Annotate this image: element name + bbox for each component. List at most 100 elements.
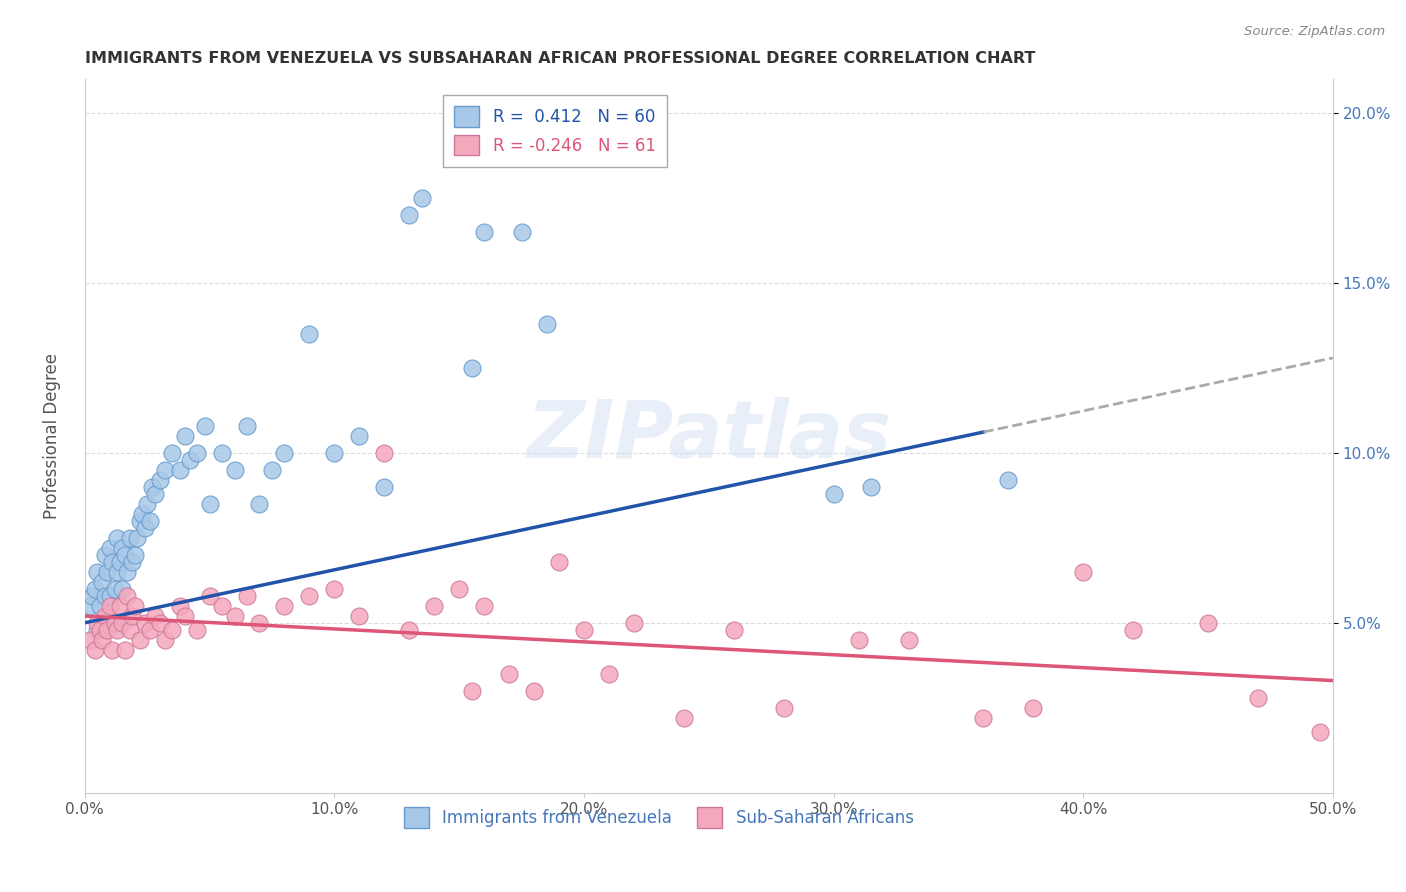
Point xyxy=(169,463,191,477)
Point xyxy=(98,599,121,613)
Point xyxy=(149,473,172,487)
Point xyxy=(89,623,111,637)
Point xyxy=(179,452,201,467)
Point xyxy=(143,609,166,624)
Point xyxy=(82,589,104,603)
Point xyxy=(93,609,115,624)
Point xyxy=(98,589,121,603)
Point xyxy=(260,463,283,477)
Point xyxy=(108,555,131,569)
Point xyxy=(211,599,233,613)
Point xyxy=(79,599,101,613)
Point xyxy=(373,446,395,460)
Point xyxy=(249,615,271,630)
Point xyxy=(86,565,108,579)
Text: Source: ZipAtlas.com: Source: ZipAtlas.com xyxy=(1244,25,1385,38)
Point xyxy=(173,429,195,443)
Point xyxy=(101,555,124,569)
Point xyxy=(723,623,745,637)
Point xyxy=(86,615,108,630)
Point xyxy=(224,609,246,624)
Point xyxy=(86,623,108,637)
Point xyxy=(323,582,346,596)
Point xyxy=(128,632,150,647)
Point xyxy=(273,446,295,460)
Point xyxy=(93,589,115,603)
Point xyxy=(93,548,115,562)
Point xyxy=(1247,690,1270,705)
Point xyxy=(1309,724,1331,739)
Point xyxy=(138,514,160,528)
Point xyxy=(131,507,153,521)
Point xyxy=(101,643,124,657)
Point xyxy=(138,623,160,637)
Point xyxy=(472,599,495,613)
Point xyxy=(91,632,114,647)
Point xyxy=(523,683,546,698)
Point xyxy=(124,599,146,613)
Legend: Immigrants from Venezuela, Sub-Saharan Africans: Immigrants from Venezuela, Sub-Saharan A… xyxy=(398,801,921,834)
Point xyxy=(323,446,346,460)
Point xyxy=(349,609,371,624)
Point xyxy=(1071,565,1094,579)
Point xyxy=(460,361,482,376)
Point xyxy=(89,599,111,613)
Point xyxy=(136,497,159,511)
Point xyxy=(105,531,128,545)
Point xyxy=(143,487,166,501)
Point xyxy=(211,446,233,460)
Point xyxy=(298,589,321,603)
Point xyxy=(198,497,221,511)
Text: IMMIGRANTS FROM VENEZUELA VS SUBSAHARAN AFRICAN PROFESSIONAL DEGREE CORRELATION : IMMIGRANTS FROM VENEZUELA VS SUBSAHARAN … xyxy=(84,51,1035,66)
Point xyxy=(623,615,645,630)
Point xyxy=(104,615,127,630)
Point xyxy=(972,711,994,725)
Point xyxy=(411,191,433,205)
Point xyxy=(1197,615,1219,630)
Point xyxy=(460,683,482,698)
Point xyxy=(160,446,183,460)
Point xyxy=(349,429,371,443)
Point xyxy=(536,317,558,331)
Point xyxy=(572,623,595,637)
Point xyxy=(83,582,105,596)
Point xyxy=(108,599,131,613)
Point xyxy=(198,589,221,603)
Point xyxy=(115,565,138,579)
Point xyxy=(169,599,191,613)
Point xyxy=(134,615,156,630)
Point xyxy=(153,463,176,477)
Point xyxy=(548,555,571,569)
Point xyxy=(449,582,471,596)
Point xyxy=(598,666,620,681)
Point xyxy=(186,623,208,637)
Point xyxy=(105,623,128,637)
Point xyxy=(96,623,118,637)
Point xyxy=(510,225,533,239)
Point xyxy=(128,514,150,528)
Point xyxy=(153,632,176,647)
Point xyxy=(997,473,1019,487)
Point xyxy=(672,711,695,725)
Point xyxy=(224,463,246,477)
Point xyxy=(118,623,141,637)
Point xyxy=(897,632,920,647)
Point xyxy=(1022,700,1045,714)
Point xyxy=(83,643,105,657)
Point xyxy=(96,565,118,579)
Point xyxy=(105,565,128,579)
Point xyxy=(111,582,134,596)
Point xyxy=(121,555,143,569)
Point xyxy=(121,609,143,624)
Point xyxy=(249,497,271,511)
Point xyxy=(1122,623,1144,637)
Point xyxy=(273,599,295,613)
Point xyxy=(472,225,495,239)
Point xyxy=(115,589,138,603)
Point xyxy=(149,615,172,630)
Point xyxy=(398,208,420,222)
Point xyxy=(111,615,134,630)
Point xyxy=(823,487,845,501)
Point xyxy=(498,666,520,681)
Point xyxy=(141,480,163,494)
